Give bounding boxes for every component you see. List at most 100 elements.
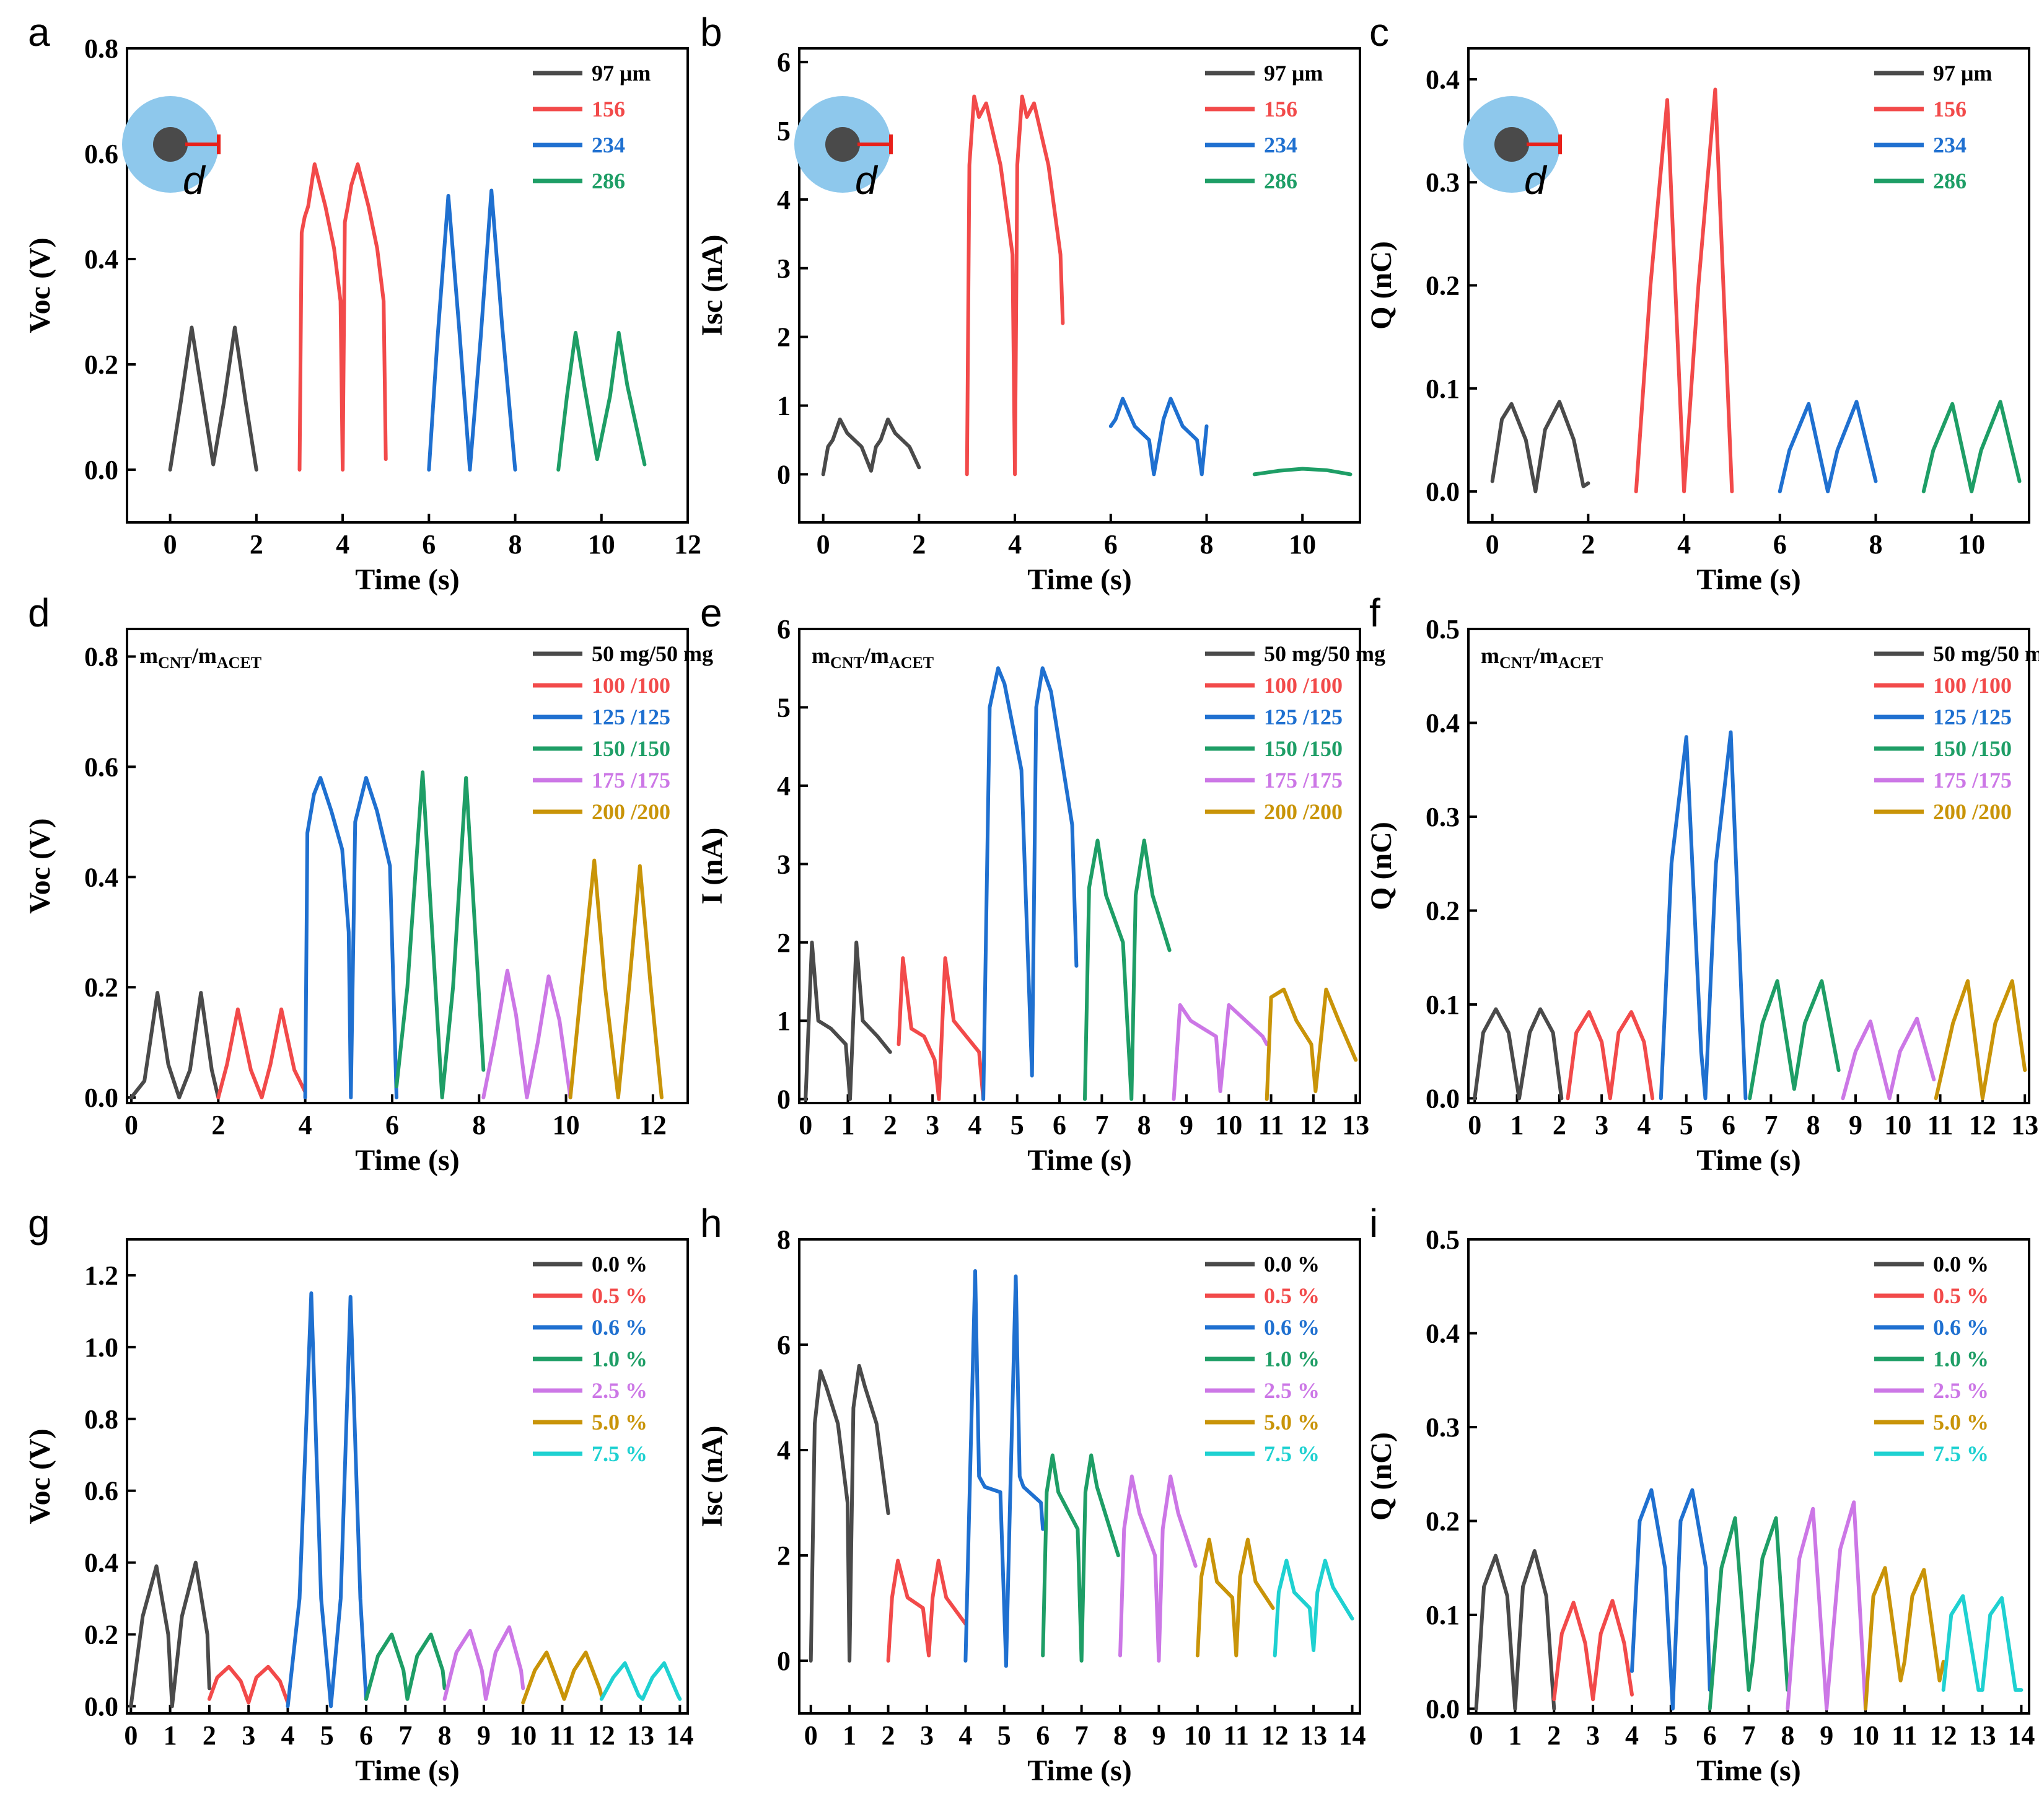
series-line-d-1 xyxy=(129,991,221,1100)
x-tick-label-h: 0 xyxy=(804,1720,818,1751)
series-line-e-3 xyxy=(981,666,1079,1101)
y-tick-label-b: 0 xyxy=(777,459,791,490)
x-tick-label-c: 6 xyxy=(1773,529,1787,560)
x-tick-label-g: 4 xyxy=(281,1720,294,1751)
legend-label-d-1: 50 mg/50 mg xyxy=(592,641,713,666)
panel-letter-e: e xyxy=(700,591,722,635)
legend-label-i-4: 1.0 % xyxy=(1933,1347,1989,1371)
legend-label-d-6: 200 /200 xyxy=(592,799,670,824)
x-tick-label-h: 7 xyxy=(1075,1720,1089,1751)
x-tick-label-a: 4 xyxy=(336,529,349,560)
y-axis-label-i: Q (nC) xyxy=(1365,1432,1398,1521)
y-tick-label-f: 0.0 xyxy=(1426,1083,1460,1114)
legend-label-c-3: 234 xyxy=(1933,133,1967,157)
series-line-g-5 xyxy=(442,1625,525,1701)
x-axis-label-f: Time (s) xyxy=(1696,1144,1800,1177)
legend-label-i-5: 2.5 % xyxy=(1933,1378,1989,1403)
x-tick-label-f: 6 xyxy=(1722,1110,1735,1140)
series-line-d-5 xyxy=(481,969,572,1100)
x-tick-label-f: 0 xyxy=(1468,1110,1481,1140)
y-tick-label-b: 5 xyxy=(777,116,791,146)
legend-label-i-1: 0.0 % xyxy=(1933,1252,1989,1277)
y-tick-label-a: 0.6 xyxy=(84,139,118,169)
x-tick-label-g: 2 xyxy=(203,1720,216,1751)
series-line-g-3 xyxy=(286,1291,368,1708)
x-tick-label-f: 8 xyxy=(1807,1110,1820,1140)
x-axis-label-b: Time (s) xyxy=(1027,563,1131,596)
mass-ratio-sub2-e: ACET xyxy=(889,654,934,672)
legend-label-f-4: 150 /150 xyxy=(1933,736,2012,761)
x-tick-label-g: 5 xyxy=(320,1720,334,1751)
y-tick-label-d: 0.8 xyxy=(84,641,118,672)
legend-label-f-3: 125 /125 xyxy=(1933,705,2012,729)
legend-label-h-1: 0.0 % xyxy=(1264,1252,1320,1277)
x-tick-label-e: 0 xyxy=(799,1110,812,1140)
x-tick-label-f: 1 xyxy=(1511,1110,1524,1140)
series-line-h-6 xyxy=(1195,1537,1275,1658)
legend-label-a-3: 234 xyxy=(592,133,625,157)
y-tick-label-e: 3 xyxy=(777,849,791,879)
legend-label-e-2: 100 /100 xyxy=(1264,673,1343,698)
x-tick-label-i: 7 xyxy=(1742,1720,1756,1751)
y-tick-label-f: 0.3 xyxy=(1426,802,1460,832)
legend-label-h-3: 0.6 % xyxy=(1264,1315,1320,1340)
x-tick-label-g: 8 xyxy=(438,1720,452,1751)
x-tick-label-e: 5 xyxy=(1011,1110,1024,1140)
x-tick-label-f: 4 xyxy=(1637,1110,1651,1140)
series-group-e xyxy=(804,666,1358,1101)
series-line-i-6 xyxy=(1864,1566,1945,1711)
series-line-e-6 xyxy=(1265,987,1358,1101)
panel-letter-a: a xyxy=(28,10,50,55)
legend-label-i-7: 7.5 % xyxy=(1933,1441,1989,1466)
y-tick-label-d: 0.2 xyxy=(84,972,118,1003)
y-tick-label-f: 0.4 xyxy=(1426,708,1460,738)
x-tick-label-h: 3 xyxy=(920,1720,934,1751)
x-tick-label-e: 3 xyxy=(926,1110,939,1140)
x-tick-label-e: 6 xyxy=(1053,1110,1066,1140)
mass-ratio-main-e: m xyxy=(812,643,830,668)
series-line-h-2 xyxy=(886,1558,968,1663)
legend-label-d-4: 150 /150 xyxy=(592,736,670,761)
legend-label-g-6: 5.0 % xyxy=(592,1410,647,1435)
x-tick-label-b: 4 xyxy=(1008,529,1022,560)
y-tick-label-a: 0.2 xyxy=(84,349,118,380)
panel-letter-c: c xyxy=(1369,10,1389,55)
x-tick-label-h: 11 xyxy=(1223,1720,1249,1751)
x-tick-label-d: 2 xyxy=(211,1110,225,1140)
panel-letter-f: f xyxy=(1369,591,1380,635)
y-axis-label-f: Q (nC) xyxy=(1365,822,1398,910)
y-tick-label-f: 0.1 xyxy=(1426,990,1460,1020)
x-tick-label-i: 5 xyxy=(1664,1720,1678,1751)
x-tick-label-a: 8 xyxy=(509,529,522,560)
series-line-g-4 xyxy=(364,1632,447,1701)
plot-frame-h xyxy=(798,1238,1361,1715)
series-group-g xyxy=(129,1291,682,1708)
x-tick-label-g: 6 xyxy=(359,1720,373,1751)
inset-d-label-a: d xyxy=(183,158,206,203)
series-line-g-2 xyxy=(207,1664,290,1705)
series-group-d xyxy=(129,770,664,1100)
x-axis-label-h: Time (s) xyxy=(1027,1754,1131,1787)
inset-d-label-c: d xyxy=(1524,158,1548,203)
plot-frame-a xyxy=(126,47,689,524)
series-line-c-4 xyxy=(1921,400,2022,494)
y-tick-label-d: 0.4 xyxy=(84,862,118,892)
legend-label-b-1: 97 μm xyxy=(1264,61,1323,86)
legend-label-e-3: 125 /125 xyxy=(1264,705,1343,729)
series-line-a-3 xyxy=(427,188,517,472)
series-group-a xyxy=(168,162,647,472)
series-line-h-1 xyxy=(809,1364,890,1663)
series-line-g-6 xyxy=(521,1650,603,1705)
series-line-f-5 xyxy=(1841,1016,1936,1101)
series-line-d-4 xyxy=(395,770,486,1100)
x-tick-label-g: 12 xyxy=(588,1720,615,1751)
x-tick-label-h: 10 xyxy=(1184,1720,1211,1751)
y-tick-label-b: 2 xyxy=(777,322,791,353)
y-tick-label-h: 0 xyxy=(777,1646,791,1676)
series-line-h-7 xyxy=(1273,1558,1354,1658)
plot-frame-b xyxy=(798,47,1361,524)
legend-label-g-7: 7.5 % xyxy=(592,1441,647,1466)
series-line-h-3 xyxy=(963,1269,1045,1668)
legend-label-a-4: 286 xyxy=(592,169,625,193)
